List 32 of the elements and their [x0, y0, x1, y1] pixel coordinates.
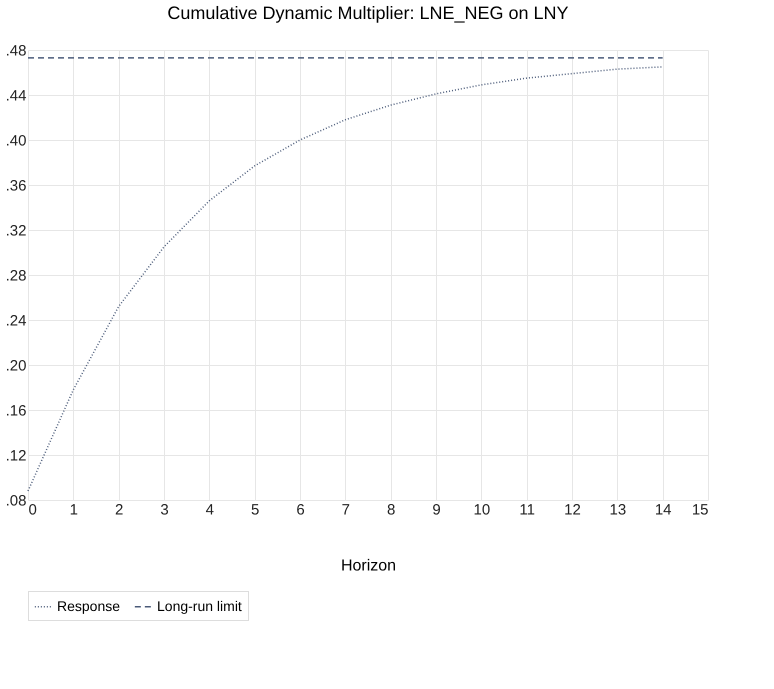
y-tick-label: .28: [6, 268, 26, 284]
x-tick-label: 7: [342, 502, 350, 518]
chart-title: Cumulative Dynamic Multiplier: LNE_NEG on LNY: [167, 3, 569, 23]
legend-label: Long-run limit: [157, 598, 242, 614]
y-tick-label: .48: [6, 42, 26, 60]
x-tick-label: 6: [296, 502, 305, 518]
x-tick-label: 5: [250, 502, 260, 518]
x-tick-label: 1: [70, 502, 78, 518]
x-tick-label: 14: [654, 502, 672, 518]
x-tick-label: 3: [160, 502, 169, 518]
y-tick-label: .32: [6, 222, 26, 240]
y-tick-label: .08: [6, 492, 26, 510]
x-tick-label: 2: [114, 502, 124, 518]
y-tick-label: .12: [6, 448, 26, 464]
x-tick-label: 9: [432, 502, 441, 518]
y-tick-label: .36: [6, 178, 26, 194]
line-series: [27, 66, 664, 492]
y-tick-label: .24: [6, 312, 26, 330]
x-tick-label: 12: [564, 502, 581, 518]
x-tick-label: 4: [206, 502, 214, 518]
y-tick-label: .20: [6, 358, 26, 374]
y-tick-label: .16: [6, 402, 26, 420]
x-tick-label: 8: [386, 502, 396, 518]
x-tick-label: 11: [519, 502, 535, 518]
x-tick-label: 15: [692, 502, 708, 518]
y-tick-label: .44: [6, 88, 26, 104]
legend-label: Response: [57, 598, 120, 614]
x-axis-title: Horizon: [340, 558, 396, 574]
y-tick-label: .40: [6, 132, 26, 150]
x-tick-label: 13: [609, 502, 626, 518]
x-tick-label: 0: [28, 502, 37, 518]
x-tick-label: 10: [473, 502, 490, 518]
